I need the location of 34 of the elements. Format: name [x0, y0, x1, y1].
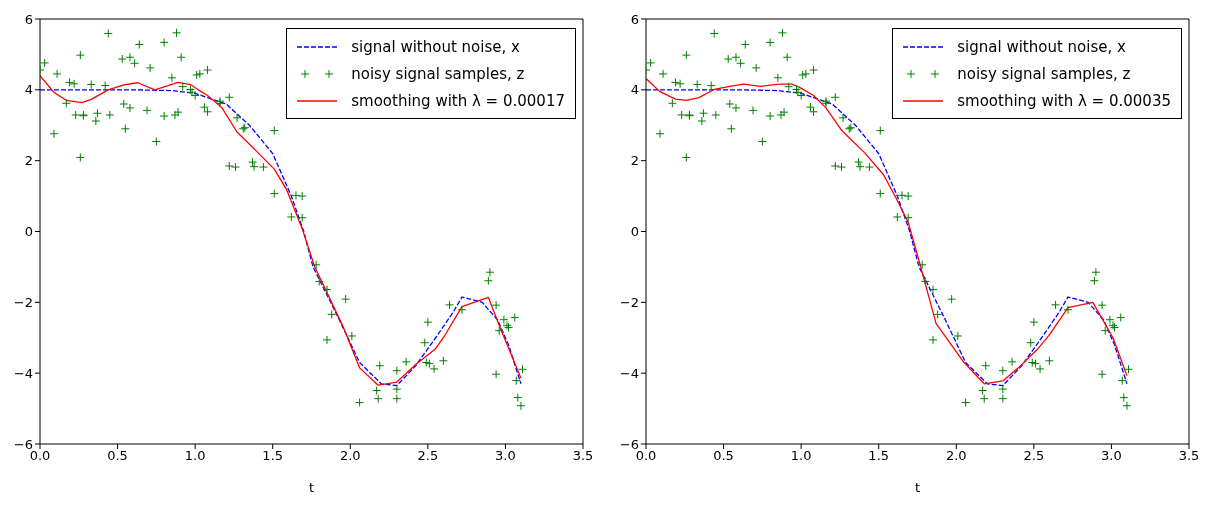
x-tick-label: 2.5 — [417, 448, 439, 464]
y-tick-label: −2 — [619, 294, 639, 310]
x-tick-label: 2.0 — [339, 448, 361, 464]
y-tick-label: 6 — [24, 11, 33, 27]
legend-label: signal without noise, x — [957, 37, 1126, 56]
x-axis-title: t — [914, 480, 921, 495]
x-tick-label: 1.0 — [790, 448, 812, 464]
x-tick-label: 0.5 — [107, 448, 128, 464]
legend-label: noisy signal samples, z — [351, 64, 525, 83]
legend-label: smoothing with λ = 0.00017 — [351, 91, 565, 110]
y-tick-label: 2 — [24, 153, 33, 169]
x-tick-label: 0.5 — [713, 448, 734, 464]
y-tick-label: −4 — [619, 365, 639, 381]
x-axis-title: t — [308, 480, 315, 495]
y-tick-label: 4 — [630, 82, 639, 98]
legend-label: signal without noise, x — [351, 37, 520, 56]
x-tick-label: 1.5 — [262, 448, 284, 464]
x-tick-label: 2.5 — [1023, 448, 1045, 464]
y-tick-label: −4 — [13, 365, 33, 381]
legend-label: noisy signal samples, z — [957, 64, 1131, 83]
x-tick-label: 1.5 — [868, 448, 890, 464]
legend-label: smoothing with λ = 0.00035 — [957, 91, 1171, 110]
y-tick-label: 2 — [630, 153, 639, 169]
y-tick-label: 4 — [24, 82, 33, 98]
x-tick-label: 3.5 — [572, 448, 594, 464]
y-tick-label: −2 — [13, 294, 33, 310]
y-tick-label: 6 — [630, 11, 639, 27]
y-tick-label: 0 — [630, 224, 639, 240]
x-tick-label: 1.0 — [184, 448, 206, 464]
y-tick-label: 0 — [24, 224, 33, 240]
x-tick-label: 3.0 — [495, 448, 516, 464]
x-tick-label: 3.0 — [1101, 448, 1122, 464]
x-tick-label: 3.5 — [1178, 448, 1200, 464]
x-tick-label: 2.0 — [945, 448, 967, 464]
